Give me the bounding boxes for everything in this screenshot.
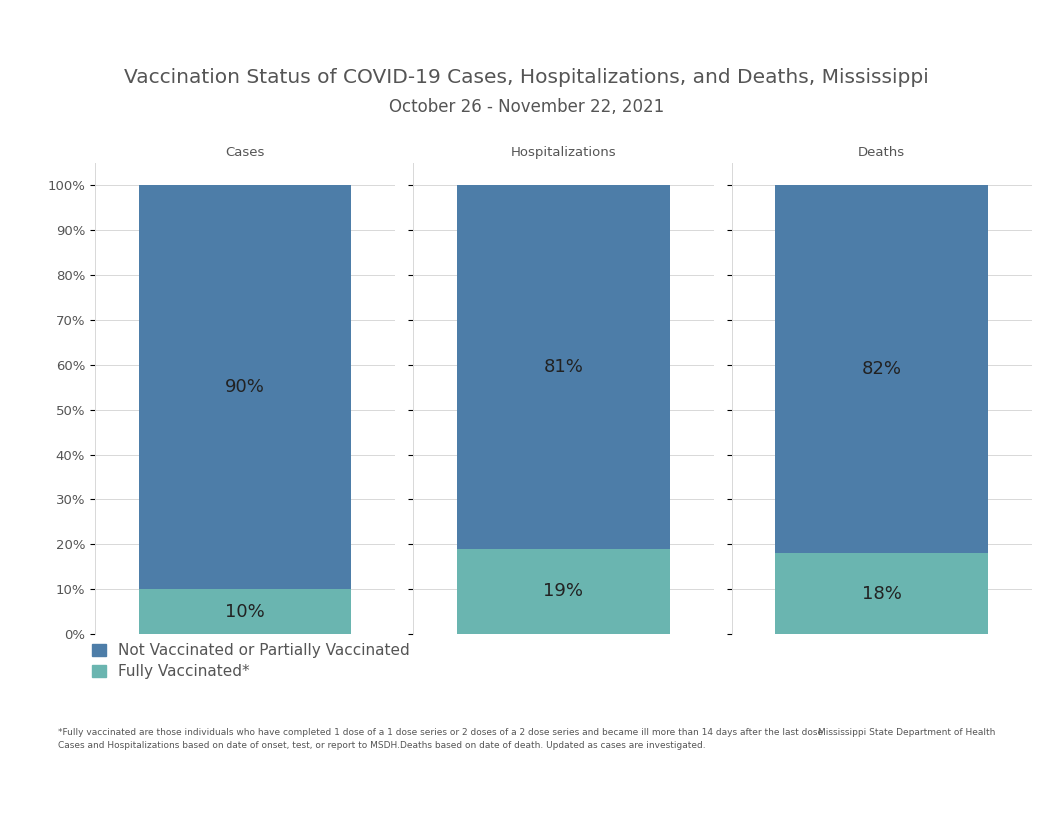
- Bar: [775, 185, 988, 554]
- Text: October 26 - November 22, 2021: October 26 - November 22, 2021: [389, 98, 664, 116]
- Text: Cases and Hospitalizations based on date of onset, test, or report to MSDH.Death: Cases and Hospitalizations based on date…: [58, 741, 706, 750]
- Title: Hospitalizations: Hospitalizations: [511, 146, 616, 159]
- Text: *Fully vaccinated are those individuals who have completed 1 dose of a 1 dose se: *Fully vaccinated are those individuals …: [58, 728, 826, 737]
- Legend: Not Vaccinated or Partially Vaccinated, Fully Vaccinated*: Not Vaccinated or Partially Vaccinated, …: [92, 643, 410, 680]
- Text: 10%: 10%: [225, 602, 265, 620]
- Title: Deaths: Deaths: [858, 146, 906, 159]
- Bar: [457, 185, 670, 549]
- Text: Mississippi State Department of Health: Mississippi State Department of Health: [818, 728, 995, 737]
- Bar: [139, 185, 352, 589]
- Bar: [457, 549, 670, 634]
- Text: Vaccination Status of COVID-19 Cases, Hospitalizations, and Deaths, Mississippi: Vaccination Status of COVID-19 Cases, Ho…: [124, 67, 929, 87]
- Bar: [139, 589, 352, 634]
- Text: 90%: 90%: [225, 378, 265, 396]
- Text: 82%: 82%: [861, 360, 901, 378]
- Text: 19%: 19%: [543, 582, 583, 601]
- Title: Cases: Cases: [225, 146, 264, 159]
- Text: 81%: 81%: [543, 358, 583, 376]
- Bar: [775, 554, 988, 634]
- Text: 18%: 18%: [861, 585, 901, 602]
